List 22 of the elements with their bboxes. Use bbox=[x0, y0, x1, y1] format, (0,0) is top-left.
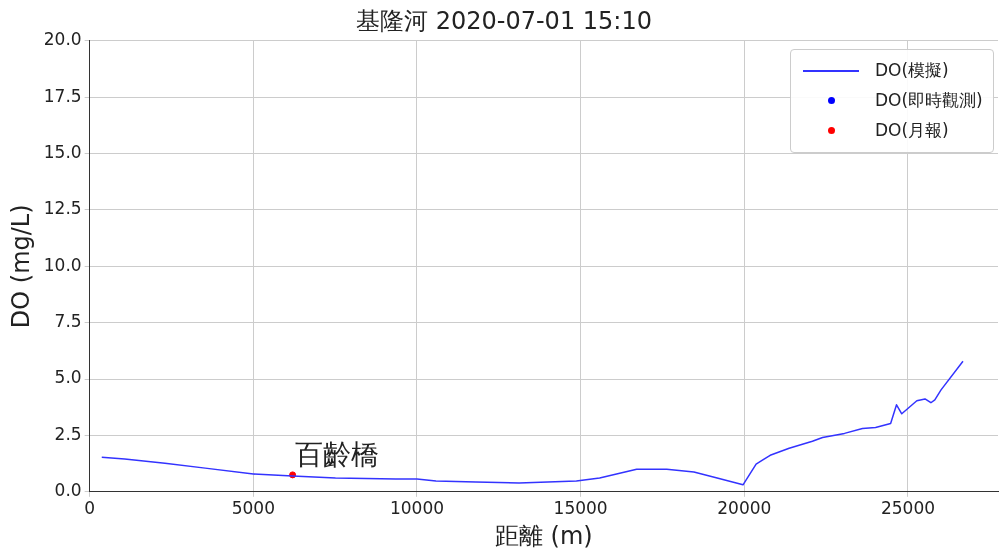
y-tick-label: 0.0 bbox=[54, 480, 82, 501]
legend-label: DO(即時觀測) bbox=[875, 89, 983, 113]
legend-label: DO(模擬) bbox=[875, 59, 949, 83]
y-tick-label: 2.5 bbox=[54, 423, 82, 444]
x-tick-label: 20000 bbox=[717, 498, 772, 519]
y-tick-label: 17.5 bbox=[43, 85, 82, 106]
y-tick-label: 20.0 bbox=[43, 29, 82, 50]
y-tick-label: 7.5 bbox=[54, 311, 82, 332]
y-axis-title: DO (mg/L) bbox=[6, 204, 35, 329]
y-tick-label: 15.0 bbox=[43, 141, 82, 162]
y-tick-label: 5.0 bbox=[54, 367, 82, 388]
x-axis-title: 距離 (m) bbox=[494, 521, 593, 550]
legend-label: DO(月報) bbox=[875, 119, 949, 143]
x-tick-label: 15000 bbox=[553, 498, 608, 519]
y-tick-label: 12.5 bbox=[43, 198, 82, 219]
x-tick-label: 5000 bbox=[231, 498, 275, 519]
x-tick-label: 10000 bbox=[389, 498, 445, 519]
y-tick-label: 10.0 bbox=[43, 254, 82, 275]
annotation: 百齡橋 bbox=[294, 438, 379, 472]
chart-title: 基隆河 2020-07-01 15:10 bbox=[356, 6, 652, 35]
x-tick-label: 25000 bbox=[880, 498, 936, 519]
x-tick-label: 0 bbox=[84, 498, 96, 519]
